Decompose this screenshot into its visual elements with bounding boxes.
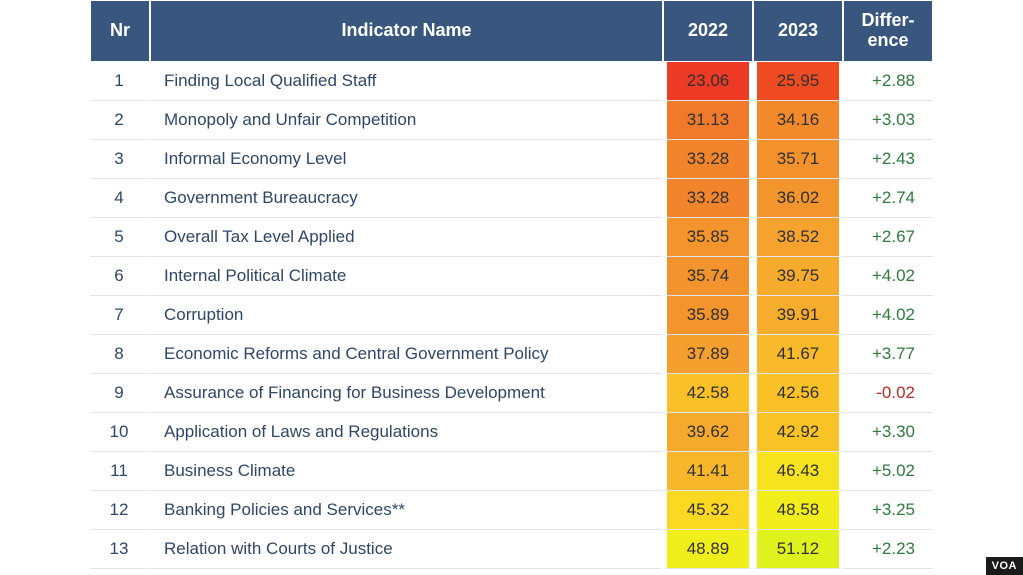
cell-indicator-name: Economic Reforms and Central Government …: [150, 335, 663, 374]
cell-difference: +2.74: [843, 179, 933, 218]
cell-2022: 39.62: [663, 413, 753, 452]
cell-indicator-name: Corruption: [150, 296, 663, 335]
header-row: Nr Indicator Name 2022 2023 Differ-ence: [90, 0, 933, 62]
cell-nr: 11: [90, 452, 150, 491]
table-row: 4Government Bureaucracy33.2836.02+2.74: [90, 179, 933, 218]
cell-difference: +3.25: [843, 491, 933, 530]
table-body: 1Finding Local Qualified Staff23.0625.95…: [90, 62, 933, 569]
indicator-table: Nr Indicator Name 2022 2023 Differ-ence …: [90, 0, 933, 569]
cell-indicator-name: Overall Tax Level Applied: [150, 218, 663, 257]
cell-2023: 42.56: [753, 374, 843, 413]
cell-difference: -0.02: [843, 374, 933, 413]
cell-2023: 36.02: [753, 179, 843, 218]
cell-nr: 8: [90, 335, 150, 374]
cell-2023: 34.16: [753, 101, 843, 140]
cell-2023: 35.71: [753, 140, 843, 179]
cell-nr: 6: [90, 257, 150, 296]
cell-nr: 9: [90, 374, 150, 413]
cell-nr: 4: [90, 179, 150, 218]
cell-nr: 12: [90, 491, 150, 530]
cell-indicator-name: Application of Laws and Regulations: [150, 413, 663, 452]
cell-difference: +3.30: [843, 413, 933, 452]
table-row: 9Assurance of Financing for Business Dev…: [90, 374, 933, 413]
header-2022: 2022: [663, 0, 753, 62]
cell-difference: +2.88: [843, 62, 933, 101]
voa-badge: VOA: [986, 557, 1023, 575]
table-row: 7Corruption35.8939.91+4.02: [90, 296, 933, 335]
cell-2023: 25.95: [753, 62, 843, 101]
cell-2023: 39.91: [753, 296, 843, 335]
cell-2022: 35.89: [663, 296, 753, 335]
cell-indicator-name: Business Climate: [150, 452, 663, 491]
cell-2023: 46.43: [753, 452, 843, 491]
header-2023: 2023: [753, 0, 843, 62]
cell-indicator-name: Monopoly and Unfair Competition: [150, 101, 663, 140]
cell-2022: 48.89: [663, 530, 753, 569]
table-row: 2Monopoly and Unfair Competition31.1334.…: [90, 101, 933, 140]
table-row: 5Overall Tax Level Applied35.8538.52+2.6…: [90, 218, 933, 257]
indicator-table-container: Nr Indicator Name 2022 2023 Differ-ence …: [0, 0, 1023, 569]
cell-indicator-name: Banking Policies and Services**: [150, 491, 663, 530]
cell-2022: 35.85: [663, 218, 753, 257]
table-row: 10Application of Laws and Regulations39.…: [90, 413, 933, 452]
cell-2023: 38.52: [753, 218, 843, 257]
cell-difference: +4.02: [843, 257, 933, 296]
cell-2022: 23.06: [663, 62, 753, 101]
table-row: 1Finding Local Qualified Staff23.0625.95…: [90, 62, 933, 101]
cell-2022: 31.13: [663, 101, 753, 140]
header-diff: Differ-ence: [843, 0, 933, 62]
cell-difference: +3.77: [843, 335, 933, 374]
table-row: 6Internal Political Climate35.7439.75+4.…: [90, 257, 933, 296]
cell-nr: 10: [90, 413, 150, 452]
cell-2022: 42.58: [663, 374, 753, 413]
cell-nr: 7: [90, 296, 150, 335]
cell-nr: 3: [90, 140, 150, 179]
cell-nr: 1: [90, 62, 150, 101]
header-name: Indicator Name: [150, 0, 663, 62]
header-nr: Nr: [90, 0, 150, 62]
cell-indicator-name: Assurance of Financing for Business Deve…: [150, 374, 663, 413]
cell-indicator-name: Internal Political Climate: [150, 257, 663, 296]
cell-difference: +5.02: [843, 452, 933, 491]
cell-indicator-name: Relation with Courts of Justice: [150, 530, 663, 569]
cell-2023: 39.75: [753, 257, 843, 296]
cell-2022: 37.89: [663, 335, 753, 374]
table-row: 8Economic Reforms and Central Government…: [90, 335, 933, 374]
cell-difference: +2.43: [843, 140, 933, 179]
cell-2022: 41.41: [663, 452, 753, 491]
cell-2022: 33.28: [663, 179, 753, 218]
cell-nr: 13: [90, 530, 150, 569]
cell-difference: +4.02: [843, 296, 933, 335]
cell-2023: 42.92: [753, 413, 843, 452]
cell-indicator-name: Informal Economy Level: [150, 140, 663, 179]
cell-2023: 48.58: [753, 491, 843, 530]
cell-difference: +2.67: [843, 218, 933, 257]
cell-2023: 51.12: [753, 530, 843, 569]
cell-indicator-name: Finding Local Qualified Staff: [150, 62, 663, 101]
cell-2022: 35.74: [663, 257, 753, 296]
cell-difference: +3.03: [843, 101, 933, 140]
cell-indicator-name: Government Bureaucracy: [150, 179, 663, 218]
table-row: 3Informal Economy Level33.2835.71+2.43: [90, 140, 933, 179]
cell-difference: +2.23: [843, 530, 933, 569]
cell-2022: 45.32: [663, 491, 753, 530]
cell-nr: 5: [90, 218, 150, 257]
table-row: 11Business Climate41.4146.43+5.02: [90, 452, 933, 491]
cell-2023: 41.67: [753, 335, 843, 374]
table-row: 12Banking Policies and Services**45.3248…: [90, 491, 933, 530]
cell-nr: 2: [90, 101, 150, 140]
cell-2022: 33.28: [663, 140, 753, 179]
table-row: 13Relation with Courts of Justice48.8951…: [90, 530, 933, 569]
